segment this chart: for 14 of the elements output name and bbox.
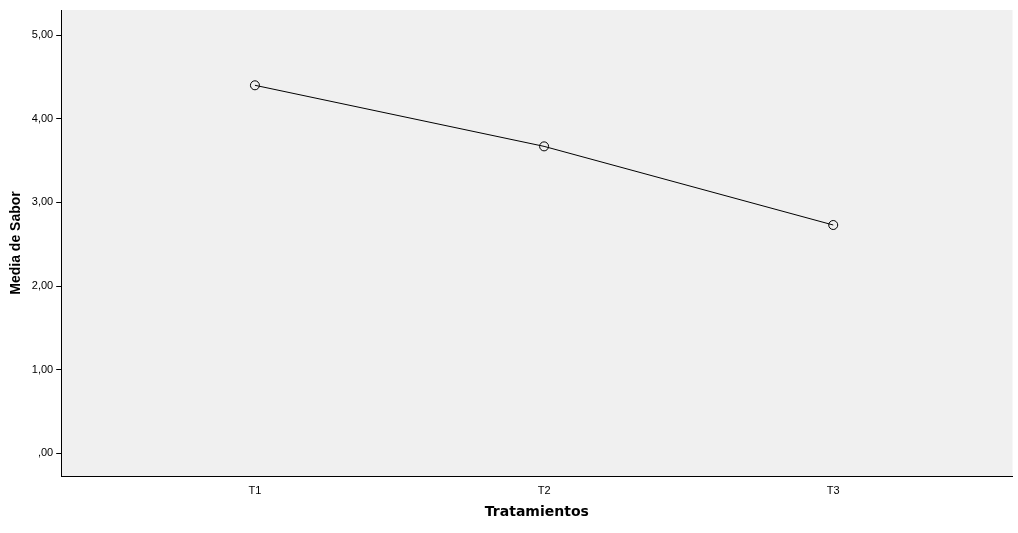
x-axis-title: Tratamientos — [484, 503, 589, 520]
point — [539, 141, 550, 152]
y-axis-title: Media de Sabor — [7, 190, 24, 295]
y-tick-label: ,00 — [37, 446, 54, 459]
x-tick-label: T3 — [826, 483, 840, 496]
x-tick-label: T1 — [248, 483, 262, 496]
point — [249, 80, 260, 91]
y-tick-label: 5,00 — [31, 28, 54, 41]
x-tick-label: T2 — [537, 483, 551, 496]
y-tick-label: 2,00 — [31, 279, 54, 292]
y-tick-label: 3,00 — [31, 195, 54, 208]
y-tick-label: 1,00 — [31, 362, 54, 375]
point — [828, 220, 839, 231]
y-tick-label: 4,00 — [31, 111, 54, 124]
